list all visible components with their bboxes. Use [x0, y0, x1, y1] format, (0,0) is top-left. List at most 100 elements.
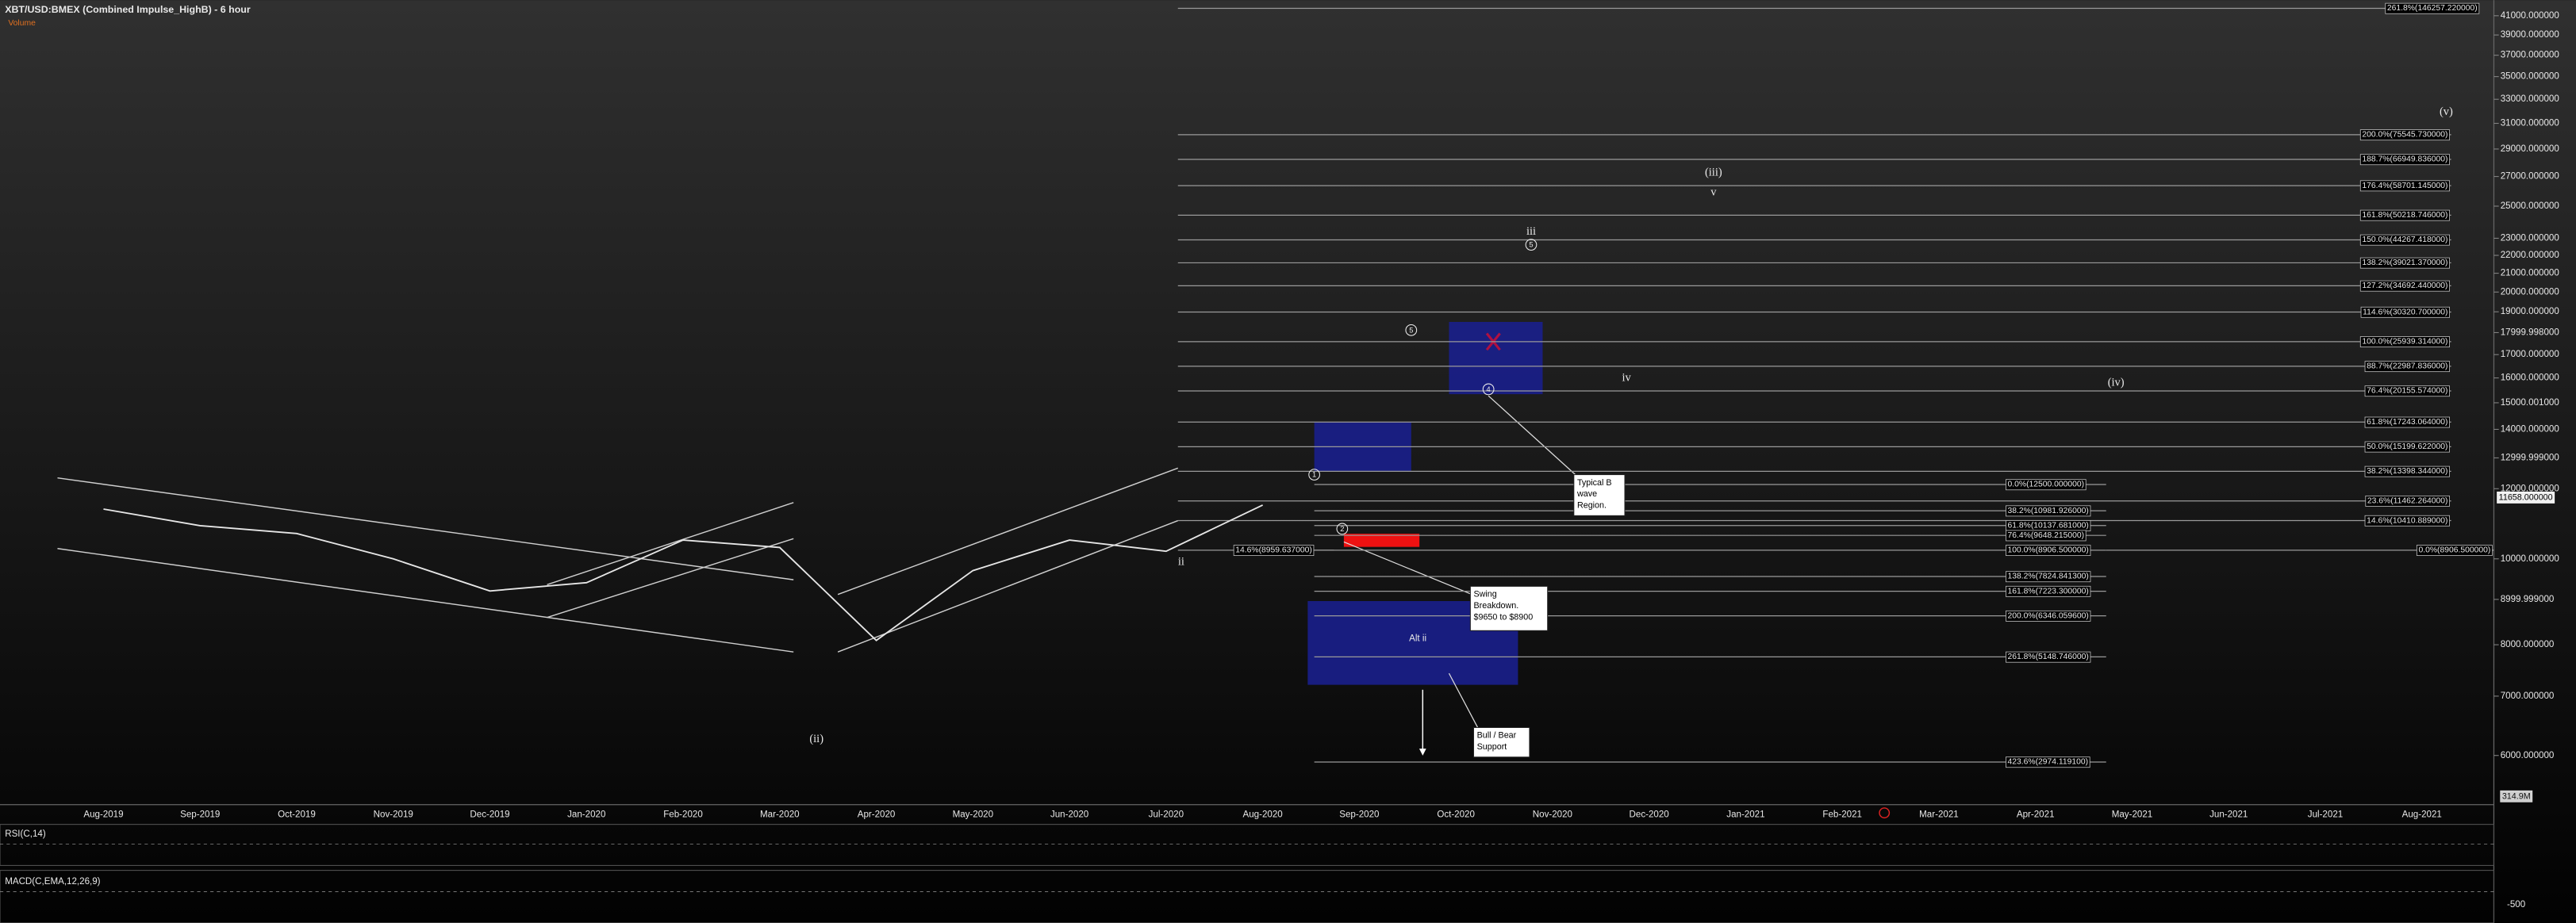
x-tick-label: Sep-2020: [1339, 810, 1379, 819]
x-tick-label: Aug-2021: [2402, 810, 2442, 819]
y-tick-label: 21000.000000: [2501, 269, 2559, 278]
label-box: [2359, 180, 2450, 192]
label-box: [2364, 441, 2450, 453]
callout-text: Support: [1477, 742, 1507, 752]
fib-label: 200.0%(75545.730000): [2362, 131, 2447, 140]
x-tick-label: Jul-2021: [2308, 810, 2343, 819]
label-box: [2006, 585, 2091, 597]
fib-label: 114.6%(30320.700000): [2363, 308, 2447, 316]
x-tick-label: May-2021: [2112, 810, 2153, 819]
fib-label: 161.8%(50218.746000): [2362, 211, 2447, 220]
callout-text: Typical B: [1577, 478, 1612, 488]
label-box: [1233, 545, 1315, 557]
fib-label: 423.6%(2974.119100): [2008, 758, 2089, 767]
fib-label: 38.2%(10981.926000): [2008, 507, 2089, 515]
x-tick-label: Jun-2020: [1050, 810, 1088, 819]
x-tick-label: Jul-2020: [1149, 810, 1184, 819]
volume-value: 314.9M: [2502, 791, 2531, 801]
fib-label: 14.6%(10410.889000): [2367, 516, 2447, 525]
y-tick-label: 10000.000000: [2501, 554, 2559, 564]
y-tick-label: 25000.000000: [2501, 201, 2559, 211]
rsi-panel: [0, 824, 2494, 866]
wave-label: 2: [1340, 525, 1344, 533]
label-box: [2359, 336, 2450, 348]
label-box: [2364, 515, 2450, 527]
x-tick-label: Mar-2020: [760, 810, 800, 819]
event-marker: [1879, 807, 1891, 819]
label-box: [2360, 306, 2450, 318]
label-box: [2359, 209, 2450, 221]
label-box: [2006, 571, 2091, 583]
y-tick-label: 7000.000000: [2501, 691, 2555, 701]
chart-title: XBT/USD:BMEX (Combined Impulse_HighB) - …: [5, 4, 251, 15]
wave-circle: [1336, 523, 1349, 535]
callout-text: Bull / Bear: [1477, 731, 1517, 741]
label-box: [2359, 234, 2450, 246]
wave-label: (iii): [1705, 166, 1722, 178]
y-tick-label: 14000.000000: [2501, 424, 2559, 434]
y-tick-label: 12000.000000: [2501, 484, 2559, 493]
macd-tick: -500: [2507, 900, 2525, 910]
wave-circle: [1405, 324, 1418, 336]
label-box: [2006, 505, 2091, 517]
x-tick-label: Dec-2020: [1630, 810, 1669, 819]
x-tick-label: Oct-2020: [1437, 810, 1475, 819]
price-line: [103, 504, 1264, 642]
fib-label: 76.4%(9648.215000): [2008, 531, 2085, 540]
y-tick-label: 31000.000000: [2501, 119, 2559, 128]
y-tick-label: 27000.000000: [2501, 172, 2559, 182]
callout-text: wave: [1576, 489, 1597, 499]
target-box: [1449, 321, 1543, 395]
x-tick-label: Apr-2021: [2017, 810, 2055, 819]
y-tick-label: 12999.999000: [2501, 453, 2559, 462]
y-tick-label: 29000.000000: [2501, 144, 2559, 154]
x-tick-label: Apr-2020: [858, 810, 896, 819]
label-box: [2364, 385, 2450, 397]
label-box: [2364, 416, 2450, 428]
x-tick-label: Jan-2020: [567, 810, 605, 819]
fib-label: 176.4%(58701.145000): [2362, 182, 2447, 190]
x-tick-label: Aug-2019: [83, 810, 123, 819]
x-tick-label: Aug-2020: [1243, 810, 1283, 819]
fib-label: 23.6%(11462.264000): [2367, 496, 2448, 505]
label-box: [2006, 479, 2087, 491]
y-tick-label: 20000.000000: [2501, 287, 2559, 297]
y-tick-label: 19000.000000: [2501, 307, 2559, 316]
label-box: [2364, 465, 2450, 477]
box-label: Alt ii: [1409, 634, 1426, 644]
callout-box: [1472, 726, 1530, 758]
fib-label: 188.7%(66949.836000): [2362, 155, 2447, 164]
callout-text: Breakdown.: [1473, 601, 1518, 611]
wave-label: 5: [1529, 241, 1533, 249]
label-box: [2006, 651, 2091, 663]
y-tick-label: 41000.000000: [2501, 11, 2559, 21]
fib-label: 200.0%(6346.059600): [2008, 611, 2089, 620]
wave-label: v: [1710, 186, 1717, 198]
wave-label: 4: [1487, 385, 1491, 393]
fib-label: 138.2%(39021.370000): [2362, 259, 2447, 267]
label-box: [2416, 545, 2493, 557]
x-tick-label: Nov-2020: [1533, 810, 1572, 819]
fib-label: 0.0%(12500.000000): [2008, 481, 2085, 489]
fib-label: 50.0%(15199.622000): [2367, 442, 2447, 451]
callout-box: [1469, 585, 1549, 631]
fib-label: 127.2%(34692.440000): [2362, 281, 2447, 290]
fib-label: 261.8%(146257.220000): [2387, 4, 2478, 13]
x-tick-label: Feb-2021: [1822, 810, 1862, 819]
fib-label: 161.8%(7223.300000): [2008, 587, 2089, 596]
fib-label: 138.2%(7824.841300): [2008, 573, 2089, 581]
x-tick-label: Sep-2019: [180, 810, 220, 819]
label-box: [2364, 361, 2450, 373]
label-box: [2359, 280, 2450, 292]
wave-label: 1: [1312, 471, 1316, 479]
wave-label: 5: [1409, 326, 1413, 334]
fib-label: 150.0%(44267.418000): [2362, 236, 2447, 244]
fib-label: 88.7%(22987.836000): [2367, 362, 2447, 371]
y-tick-label: 8000.000000: [2501, 640, 2555, 649]
y-tick-label: 17999.998000: [2501, 328, 2559, 338]
y-tick-label: 17000.000000: [2501, 350, 2559, 359]
wave-label: iii: [1526, 225, 1536, 238]
label-box: [2006, 756, 2090, 768]
y-tick-label: 37000.000000: [2501, 51, 2559, 60]
